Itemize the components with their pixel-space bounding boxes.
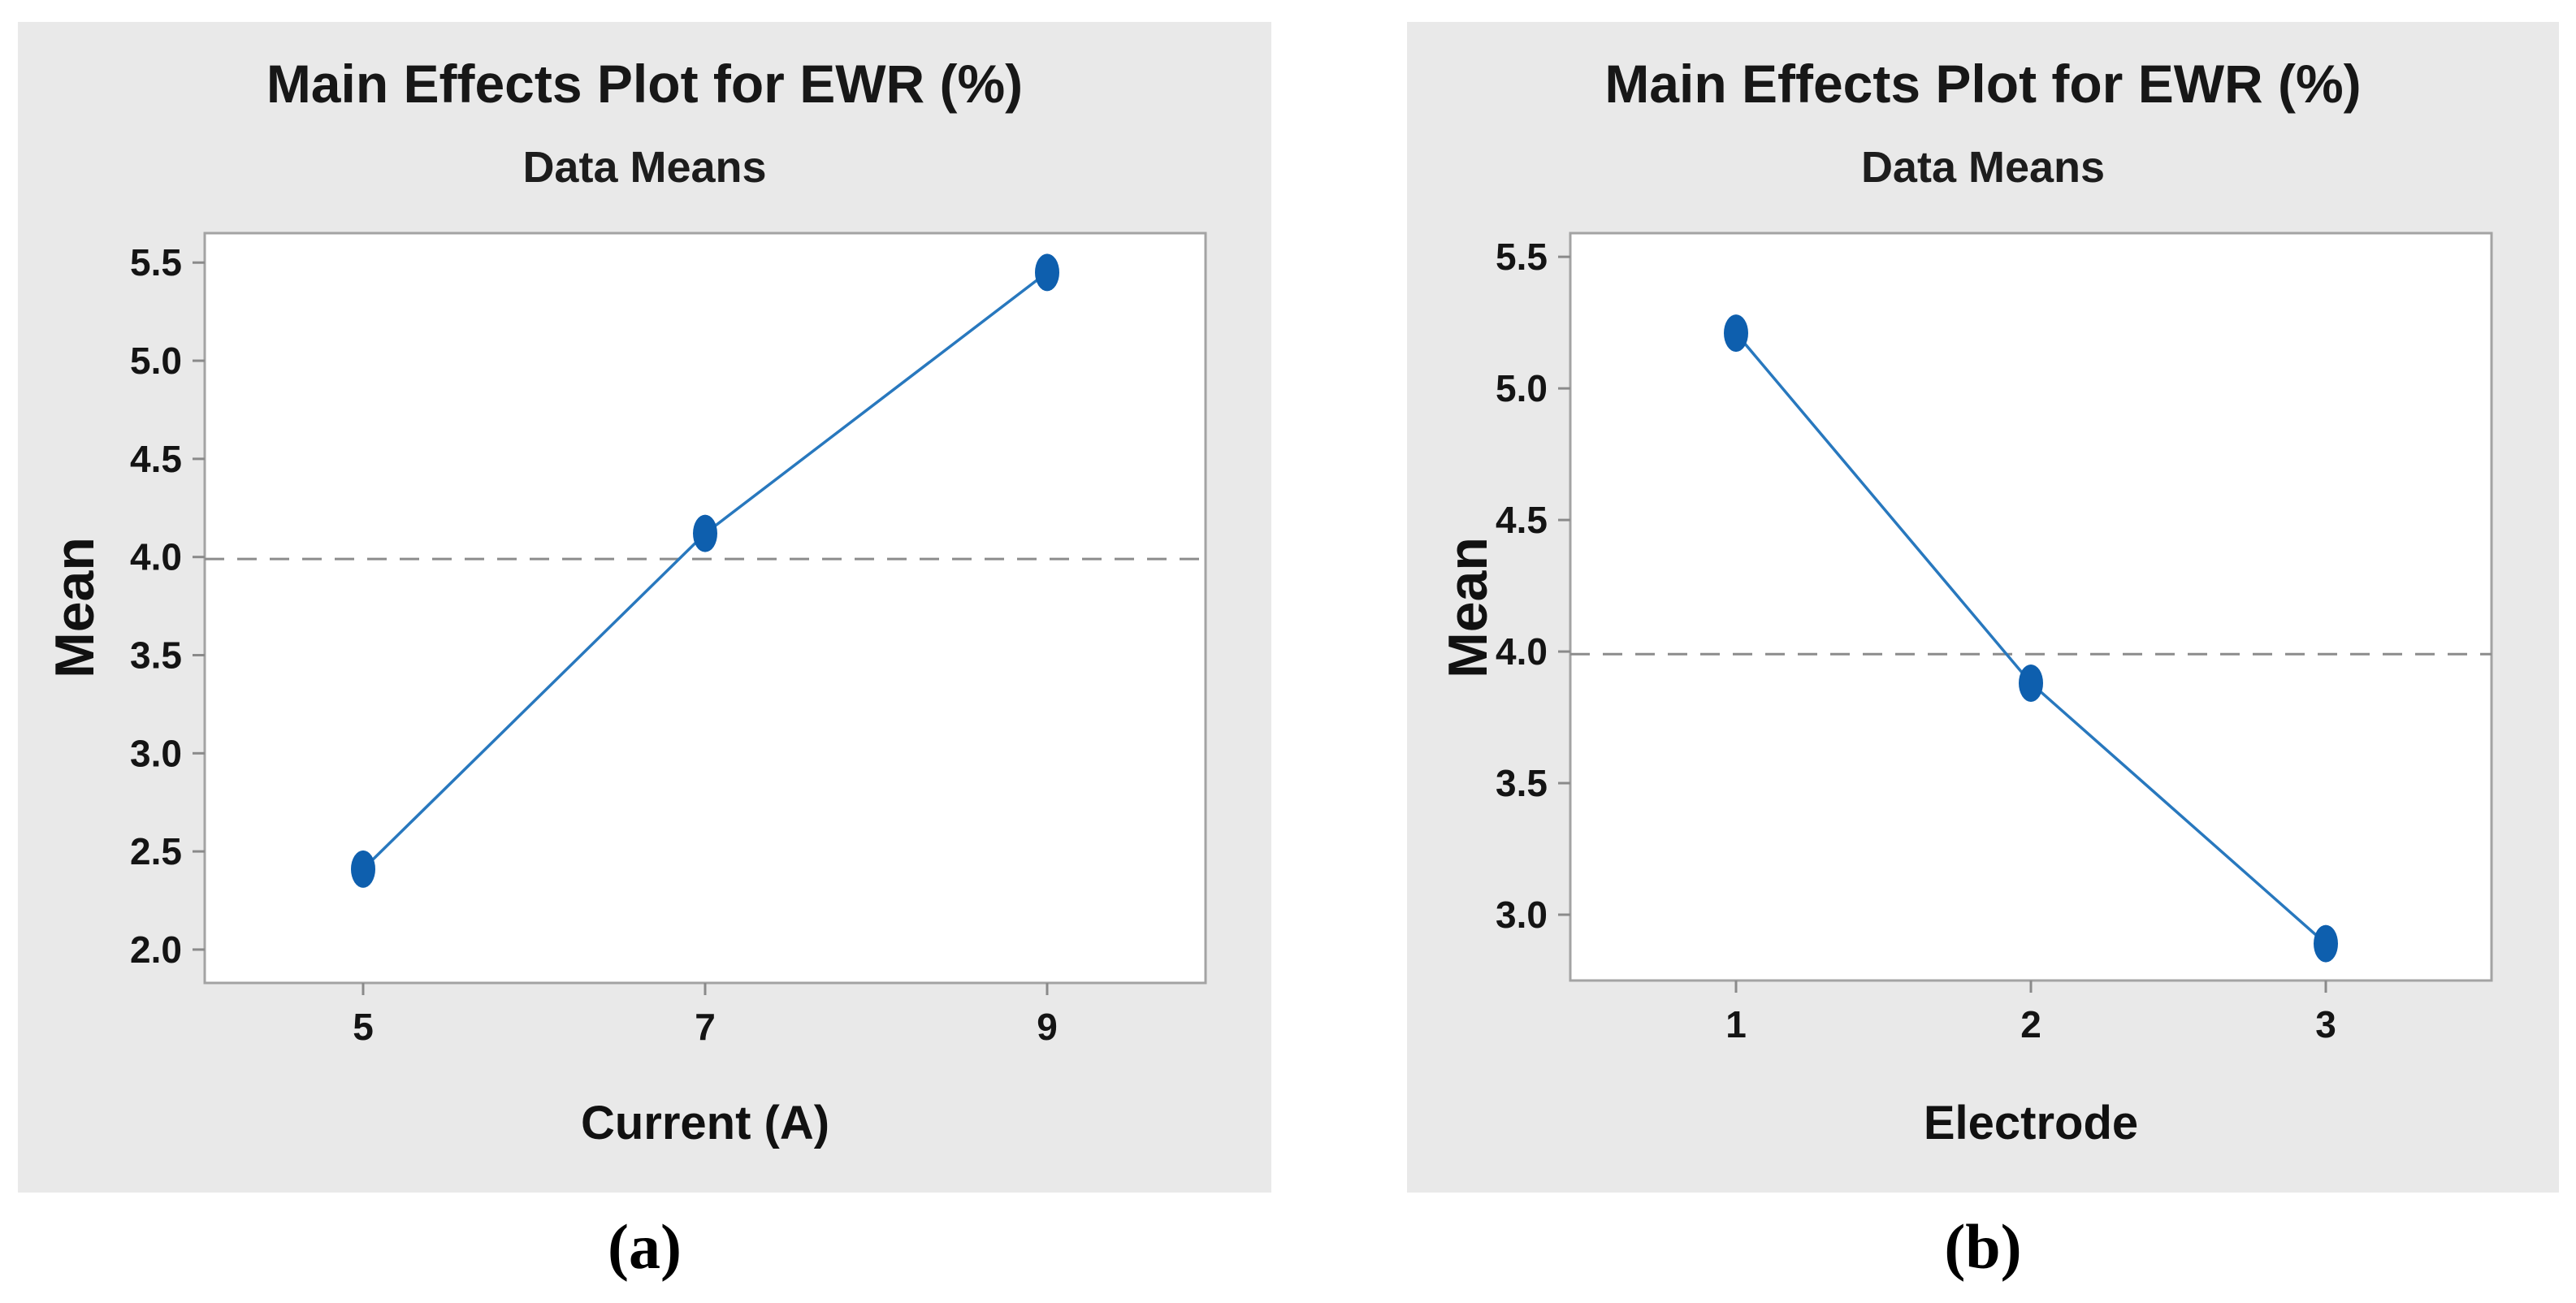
data-point-marker [1035, 253, 1059, 292]
y-tick-label: 3.5 [1496, 762, 1548, 804]
y-tick-label: 4.5 [130, 438, 182, 480]
y-tick-label: 4.0 [1496, 630, 1548, 673]
x-tick-label: 5 [353, 1006, 374, 1048]
plot-frame [1569, 232, 2493, 982]
plot-area-a: 2.0 2.5 3.0 3.5 4.0 4.5 5.0 5.5 5 7 9 [130, 232, 1207, 1048]
y-tick-label: 2.5 [130, 830, 182, 872]
chart-panel-b: Main Effects Plot for EWR (%) Data Means… [1407, 22, 2559, 1193]
y-tick-label: 3.0 [1496, 894, 1548, 936]
x-tick-label: 9 [1037, 1006, 1058, 1048]
x-axis-title: Current (A) [580, 1097, 830, 1149]
chart-subtitle: Data Means [1860, 143, 2106, 192]
data-point-marker [2019, 664, 2043, 702]
subfigure-caption-b: (b) [1944, 1211, 2022, 1282]
y-tick-label: 3.5 [130, 634, 182, 676]
y-tick-label: 4.0 [130, 536, 182, 578]
x-tick-label: 2 [2020, 1003, 2041, 1045]
data-point-marker [1724, 314, 1748, 353]
x-tick-label: 3 [2315, 1003, 2336, 1045]
y-tick-label: 4.5 [1496, 499, 1548, 541]
y-tick-label: 5.0 [130, 340, 182, 382]
y-tick-label: 5.5 [130, 241, 182, 284]
chart-title: Main Effects Plot for EWR (%) [1604, 54, 2362, 114]
chart-title: Main Effects Plot for EWR (%) [266, 54, 1024, 114]
subfigure-caption-a: (a) [608, 1211, 682, 1282]
y-tick-label: 3.0 [130, 732, 182, 774]
x-tick-label: 1 [1725, 1003, 1747, 1045]
data-point-marker [351, 850, 375, 888]
y-tick-label: 2.0 [130, 929, 182, 971]
chart-subtitle: Data Means [522, 143, 767, 192]
y-tick-label: 5.0 [1496, 367, 1548, 409]
x-tick-label: 7 [695, 1006, 716, 1048]
data-point-marker [2314, 924, 2338, 963]
data-point-marker [693, 514, 717, 552]
x-axis-title: Electrode [1923, 1097, 2139, 1149]
y-tick-label: 5.5 [1496, 236, 1548, 278]
chart-panel-a: Main Effects Plot for EWR (%) Data Means… [18, 22, 1271, 1193]
plot-area-b: 3.0 3.5 4.0 4.5 5.0 5.5 1 2 3 [1496, 232, 2493, 1045]
